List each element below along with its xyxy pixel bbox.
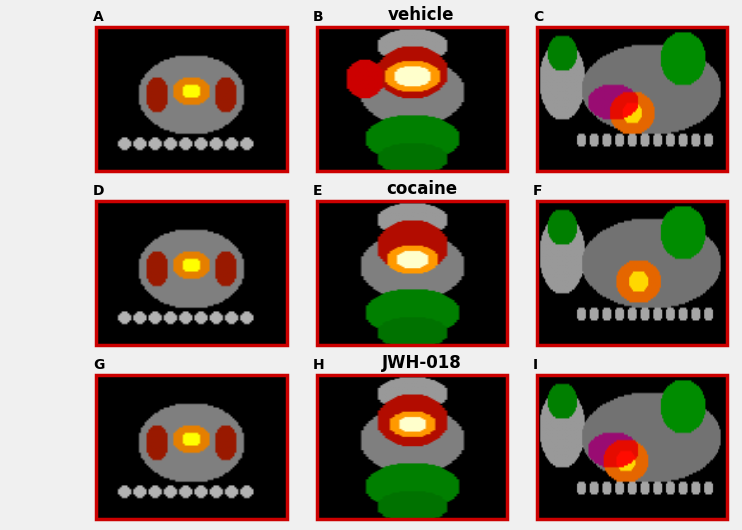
Text: JWH-018: JWH-018 [381, 354, 462, 372]
Text: C: C [533, 10, 543, 24]
Text: I: I [533, 358, 538, 372]
Text: B: B [313, 10, 324, 24]
Text: A: A [93, 10, 103, 24]
Text: D: D [93, 184, 104, 198]
Text: E: E [313, 184, 322, 198]
Text: vehicle: vehicle [388, 6, 455, 24]
Text: H: H [313, 358, 324, 372]
Text: cocaine: cocaine [386, 180, 457, 198]
Text: G: G [93, 358, 104, 372]
Text: F: F [533, 184, 542, 198]
